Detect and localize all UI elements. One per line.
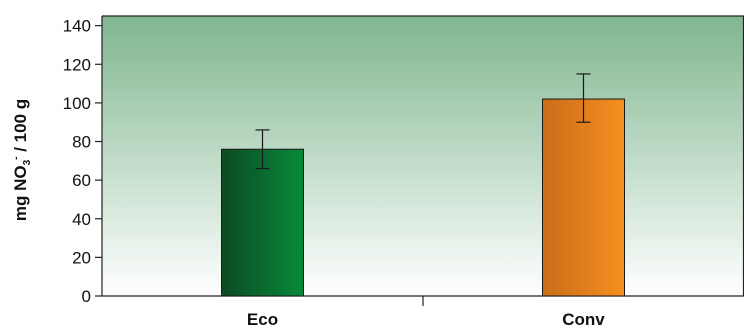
plot-background	[102, 16, 744, 296]
labels: 0 20 40 60 80 100 120 140 Eco Conv	[63, 17, 606, 329]
y-axis-title-prefix: mg NO	[10, 165, 30, 222]
y-axis-title: mg NO3- / 100 g	[4, 30, 40, 290]
error-bar-eco	[255, 129, 270, 170]
x-tick-label-eco: Eco	[247, 310, 278, 329]
y-axis-title-subscript: 3	[22, 159, 34, 166]
x-tick-label-conv: Conv	[562, 310, 605, 329]
y-tick-label: 20	[72, 248, 91, 267]
y-tick-label: 60	[72, 171, 91, 190]
y-tick-label: 100	[63, 94, 91, 113]
y-tick-label: 120	[63, 55, 91, 74]
y-tick-label: 140	[63, 17, 91, 36]
bar-conv	[542, 98, 625, 297]
bars	[221, 73, 625, 297]
y-tick-label: 40	[72, 210, 91, 229]
y-tick-label: 0	[82, 287, 91, 306]
y-axis-title-suffix: / 100 g	[10, 98, 30, 157]
y-tick-label: 80	[72, 133, 91, 152]
y-axis-title-superscript: -	[11, 156, 23, 160]
error-bar-conv	[576, 73, 591, 123]
bar-eco	[221, 148, 304, 297]
